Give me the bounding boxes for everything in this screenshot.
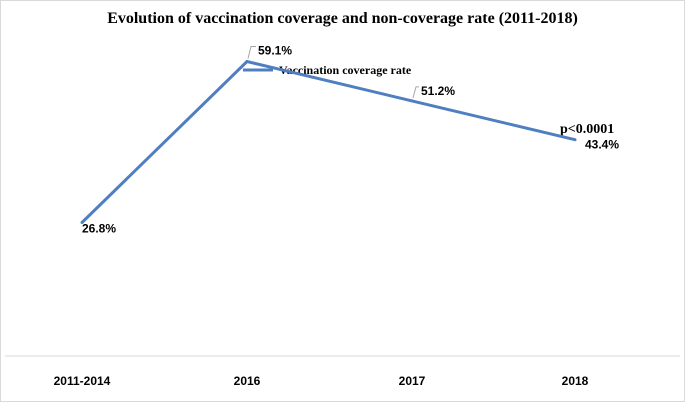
x-tick-label-2017: 2017 (399, 374, 426, 388)
label-leader-2017 (412, 86, 419, 99)
data-point-2011-2014 (80, 221, 84, 224)
data-label-2017: 51.2% (421, 84, 455, 98)
data-point-2016 (245, 60, 249, 63)
series-line-vaccination-coverage (80, 59, 576, 224)
data-point-2017 (410, 99, 414, 103)
data-label-2018: 43.4% (585, 138, 619, 152)
x-tick-label-2018: 2018 (562, 374, 589, 388)
chart-title: Evolution of vaccination coverage and no… (107, 10, 578, 27)
x-tick-label-2011-2014: 2011-2014 (54, 374, 111, 388)
p-value-annotation: p<0.0001 (560, 122, 614, 137)
label-leader-2016 (247, 46, 256, 59)
x-tick-label-2016: 2016 (234, 374, 261, 388)
data-point-2018 (573, 138, 577, 142)
data-label-2011-2014: 26.8% (82, 222, 116, 236)
legend-label: Vaccination coverage rate (279, 63, 412, 77)
data-label-2016: 59.1% (258, 44, 292, 58)
